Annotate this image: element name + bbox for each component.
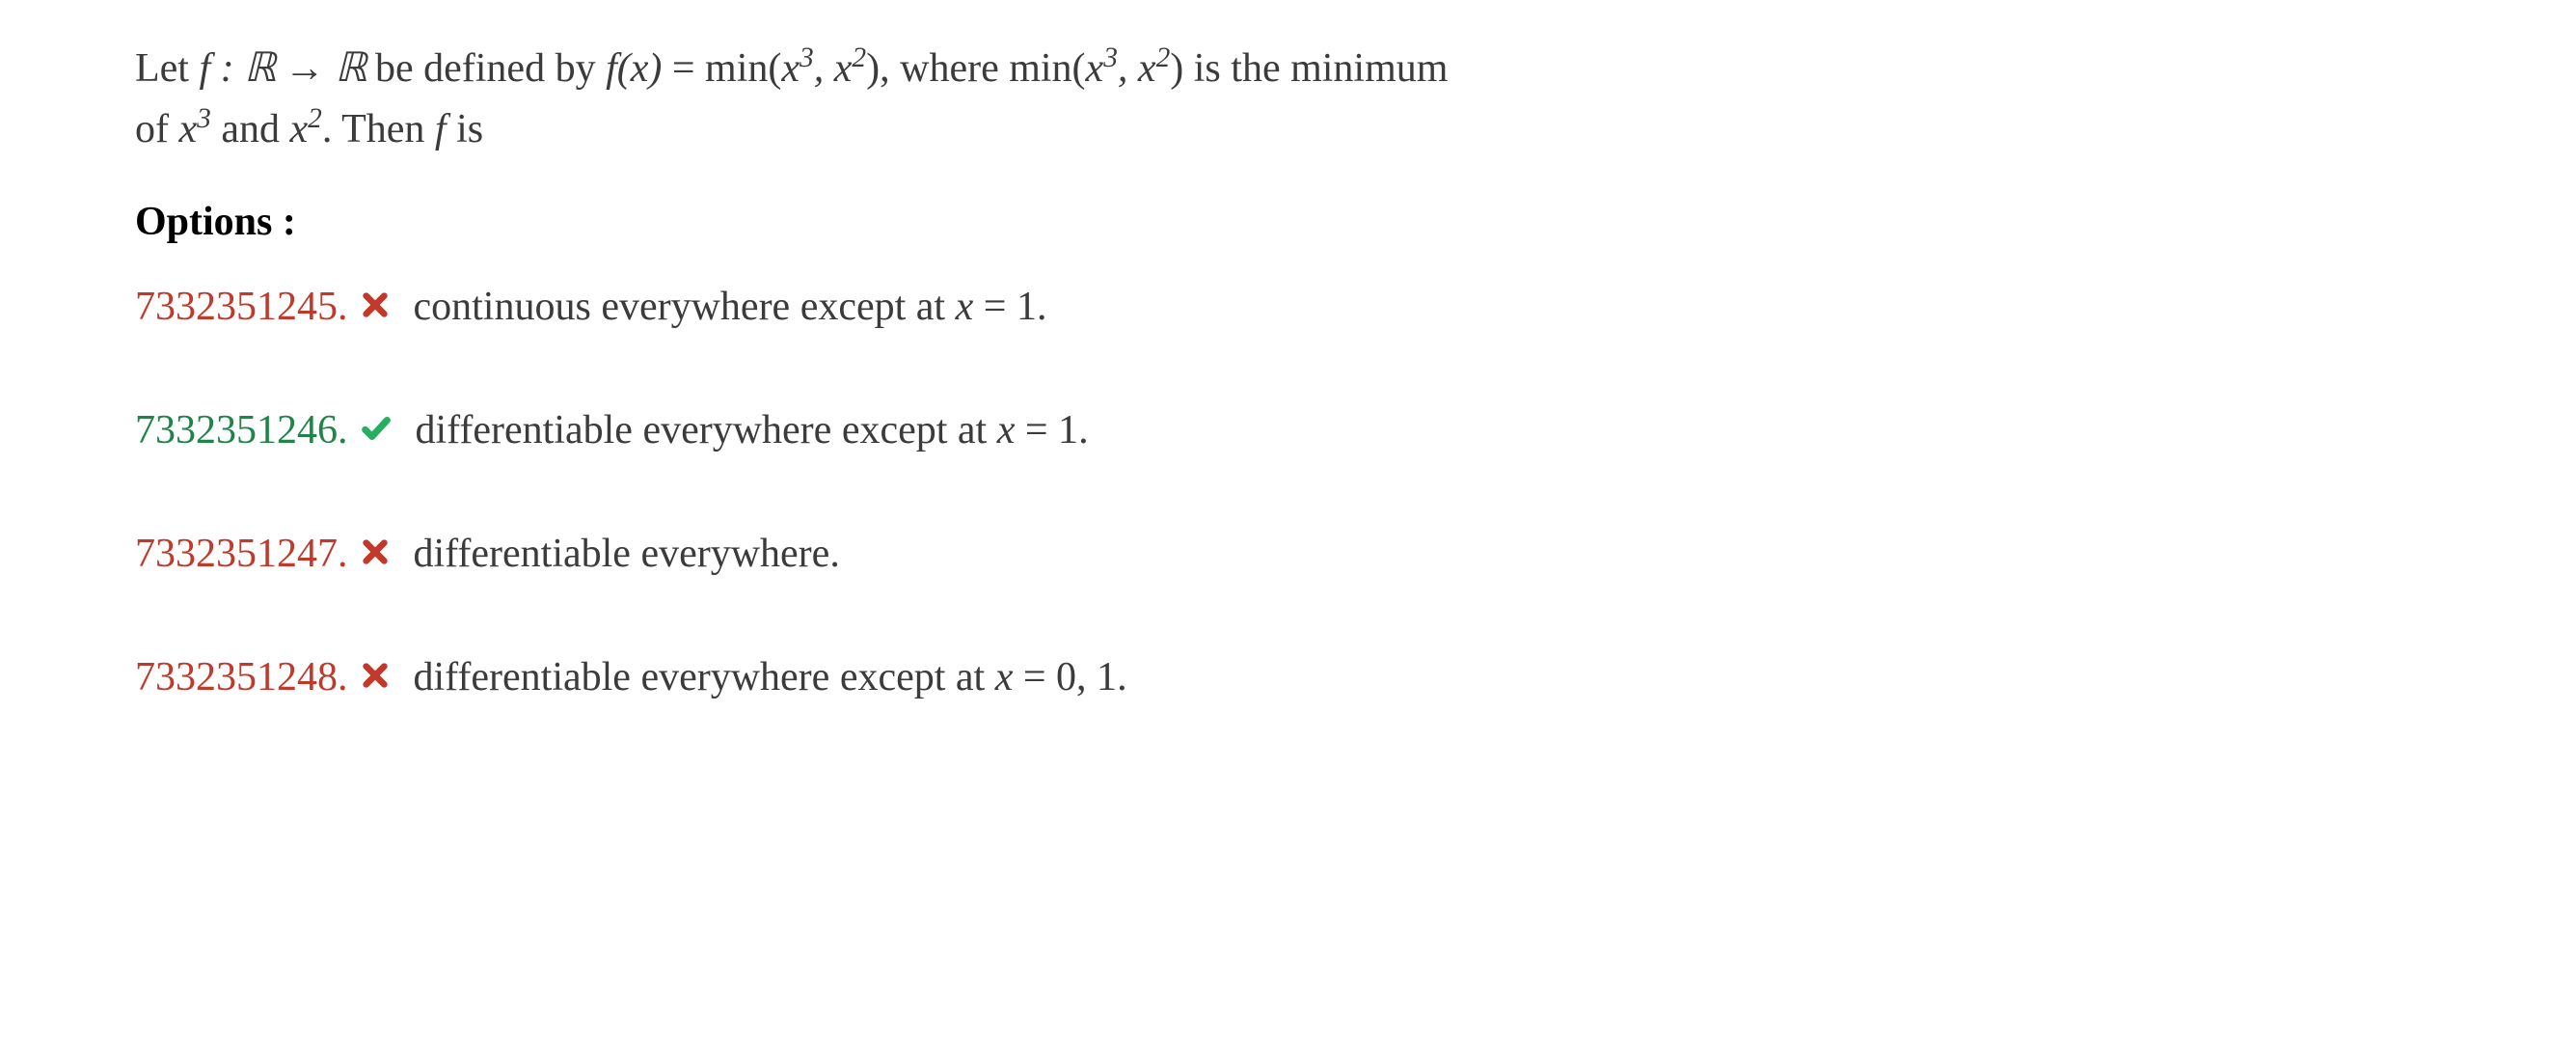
opt-pre: differentiable everywhere except at: [414, 655, 995, 699]
option-id: 7332351246.: [135, 407, 348, 453]
q-part: and: [211, 107, 290, 151]
option-row: 7332351245. continuous everywhere except…: [135, 284, 2441, 330]
q-math-R2: ℝ: [335, 46, 365, 91]
q-math: f: [435, 107, 447, 151]
q-part: is the minimum: [1183, 46, 1448, 91]
opt-math: x = 0, 1: [995, 655, 1117, 699]
option-text: continuous everywhere except at x = 1.: [414, 284, 1047, 330]
q-math: f(x) = min(x3, x2): [606, 46, 880, 91]
q-math: min(x3, x2): [1009, 46, 1183, 91]
opt-math: x = 1: [997, 408, 1078, 452]
opt-pre: continuous everywhere except at: [414, 285, 956, 329]
check-icon: [360, 412, 393, 450]
cross-icon: [360, 536, 391, 572]
q-part: . Then: [322, 107, 435, 151]
q-part: Let: [135, 46, 199, 91]
opt-post: .: [1078, 408, 1089, 452]
q-part: be defined by: [365, 46, 606, 91]
q-math-f: f: [199, 46, 210, 91]
q-part: of: [135, 107, 179, 151]
q-math: x3: [179, 107, 211, 151]
opt-math: x = 1: [956, 285, 1037, 329]
option-id: 7332351245.: [135, 284, 348, 330]
cross-icon: [360, 660, 391, 696]
opt-post: .: [1117, 655, 1127, 699]
option-row: 7332351246. differentiable everywhere ex…: [135, 407, 2441, 453]
option-id: 7332351247.: [135, 531, 348, 577]
question-text: Let f : ℝ → ℝ be defined by f(x) = min(x…: [135, 39, 2441, 160]
option-text: differentiable everywhere.: [414, 531, 840, 577]
opt-post: .: [1037, 285, 1047, 329]
option-text: differentiable everywhere except at x = …: [416, 407, 1089, 453]
options-heading: Options :: [135, 199, 2441, 245]
opt-pre: differentiable everywhere except at: [416, 408, 997, 452]
q-part: , where: [880, 46, 1009, 91]
q-part: is: [447, 107, 484, 151]
option-id: 7332351248.: [135, 654, 348, 700]
page-container: Let f : ℝ → ℝ be defined by f(x) = min(x…: [0, 0, 2576, 700]
option-text: differentiable everywhere except at x = …: [414, 654, 1127, 700]
cross-icon: [360, 289, 391, 325]
opt-pre: differentiable everywhere.: [414, 532, 840, 576]
q-math: f : ℝ → ℝ: [199, 46, 365, 91]
option-row: 7332351247. differentiable everywhere.: [135, 531, 2441, 577]
option-row: 7332351248. differentiable everywhere ex…: [135, 654, 2441, 700]
q-math: x2: [290, 107, 322, 151]
q-math-R1: ℝ: [244, 46, 274, 91]
